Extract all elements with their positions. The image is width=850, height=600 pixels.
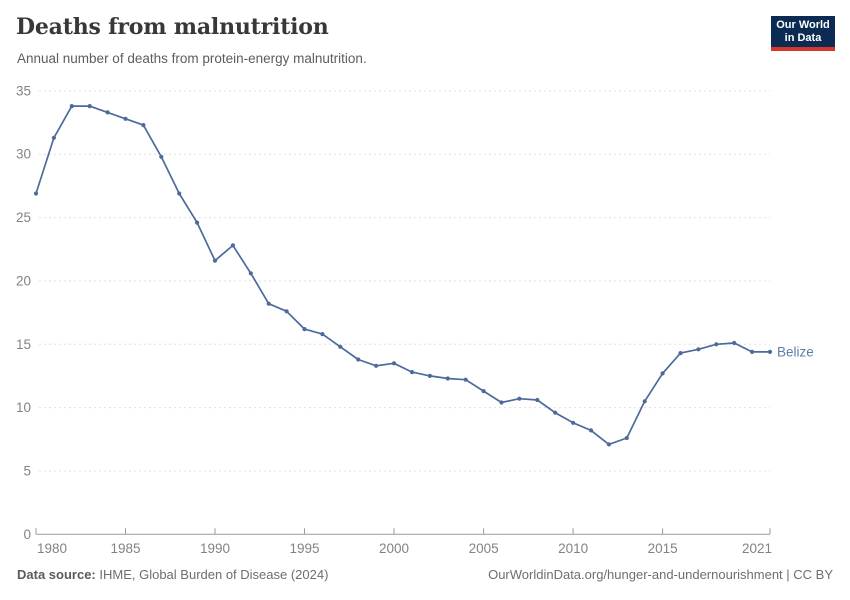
x-axis-label-2010: 2010	[558, 541, 588, 556]
data-source-label: Data source:	[17, 567, 96, 582]
data-point-2019	[732, 340, 737, 346]
data-point-1996	[320, 332, 325, 337]
data-point-2005	[481, 389, 486, 394]
x-axis-label-2015: 2015	[648, 541, 678, 556]
data-point-2012	[606, 442, 612, 447]
x-axis-label-2005: 2005	[469, 541, 499, 556]
data-point-2020	[750, 349, 755, 354]
chart-subtitle: Annual number of deaths from protein-ene…	[17, 51, 367, 66]
data-point-2009	[553, 410, 558, 415]
data-point-1988	[177, 191, 182, 196]
y-axis-label-10: 10	[16, 400, 31, 415]
y-axis-label-30: 30	[16, 147, 31, 162]
y-axis-label-25: 25	[16, 210, 31, 225]
y-axis-label-5: 5	[23, 464, 31, 479]
data-point-2008	[535, 397, 540, 403]
data-point-2011	[588, 428, 594, 433]
footer-link[interactable]: OurWorldinData.org/hunger-and-undernouri…	[488, 567, 833, 582]
x-axis-label-2000: 2000	[379, 541, 409, 556]
data-point-1982	[69, 104, 74, 109]
data-point-1994	[284, 309, 289, 314]
data-point-2017	[696, 347, 701, 352]
data-point-1991	[230, 243, 235, 248]
data-source-value: IHME, Global Burden of Disease (2024)	[99, 567, 329, 582]
data-point-2021	[767, 349, 773, 354]
data-point-1983	[87, 104, 92, 109]
x-axis-label-1990: 1990	[200, 541, 230, 556]
data-point-1987	[159, 154, 164, 159]
y-axis-label-20: 20	[16, 273, 31, 288]
owid-logo-line2: in Data	[784, 32, 822, 44]
data-point-2013	[624, 435, 629, 441]
data-point-1989	[195, 220, 200, 225]
x-axis-label-1995: 1995	[289, 541, 319, 556]
chart-footer: Data source: IHME, Global Burden of Dise…	[17, 567, 833, 582]
data-point-2010	[571, 420, 576, 425]
data-point-2007	[517, 396, 522, 401]
data-point-1984	[105, 110, 110, 115]
data-source: Data source: IHME, Global Burden of Dise…	[17, 567, 328, 582]
data-point-2018	[714, 342, 719, 347]
y-axis-label-15: 15	[16, 337, 31, 352]
data-point-1997	[338, 344, 343, 349]
data-point-1990	[212, 258, 218, 263]
data-point-1998	[356, 357, 361, 362]
data-point-2006	[499, 400, 504, 405]
data-point-2002	[427, 373, 432, 378]
x-axis-label-1980: 1980	[37, 541, 67, 556]
data-point-1985	[123, 116, 128, 121]
data-point-1980	[33, 191, 39, 196]
data-point-2004	[463, 377, 468, 382]
x-axis-label-1985: 1985	[110, 541, 140, 556]
data-point-2003	[445, 376, 450, 381]
owid-logo-line1: Our World	[776, 19, 830, 31]
data-point-1995	[302, 327, 307, 332]
y-axis-label-35: 35	[16, 83, 31, 98]
entity-label-belize: Belize	[777, 344, 814, 359]
y-axis-label-0: 0	[23, 527, 31, 542]
data-point-2016	[678, 351, 683, 356]
page-title: Deaths from malnutrition	[16, 14, 329, 40]
data-point-2015	[660, 371, 665, 376]
data-point-1986	[141, 123, 146, 128]
data-point-2000	[391, 361, 397, 366]
data-point-1993	[266, 301, 271, 306]
owid-logo: Our World in Data	[771, 16, 835, 51]
data-point-1981	[51, 135, 57, 140]
data-point-1999	[374, 363, 379, 368]
x-axis-label-2021: 2021	[742, 541, 772, 556]
data-point-1992	[248, 271, 253, 276]
belize-line-series	[35, 105, 771, 446]
data-point-2001	[409, 370, 415, 375]
data-point-2014	[642, 399, 647, 404]
